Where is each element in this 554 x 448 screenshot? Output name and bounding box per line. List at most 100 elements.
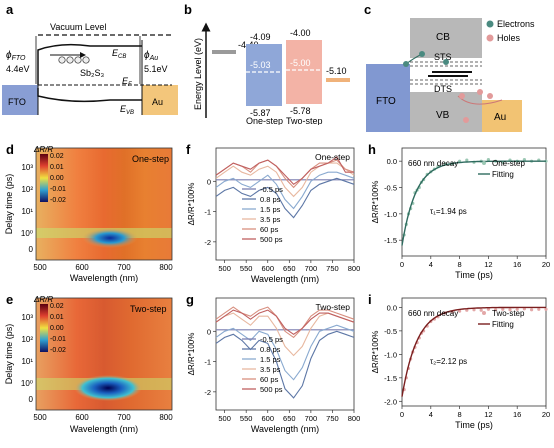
au-electrode	[482, 100, 522, 132]
cb-e-tick: -0.02	[50, 347, 66, 354]
x-tick-label: 0	[400, 260, 404, 269]
y-tick-label: -1.5	[384, 236, 397, 245]
panel-d: d ΔR/R 0.02 0.01 0.00 -0.01 -0.02 One-st…	[0, 140, 180, 285]
x-tick-label: 600	[261, 264, 274, 273]
cb-e-tick: 0.02	[50, 303, 64, 310]
legend-data-marker	[482, 161, 486, 165]
two-step-bot-text: -5.78	[290, 106, 311, 116]
plot-frame	[215, 297, 355, 411]
decay-note: 660 nm decay	[408, 159, 458, 168]
panel-e: e ΔR/R 0.02 0.01 0.00 -0.01 -0.02 Two-st…	[0, 290, 180, 440]
ecb-label: ECB	[112, 48, 126, 60]
electron-dot	[74, 56, 82, 64]
x-tick-label: 20	[542, 260, 550, 269]
au-label: Au	[152, 97, 163, 107]
electron-markers	[403, 51, 449, 67]
electron-dot	[66, 56, 74, 64]
ytick: 10⁰	[21, 229, 33, 238]
heatmap-e-bleach	[74, 375, 142, 401]
panel-i-svg: i 0 4 8 12 16 20 0.0 -0.5 -1.0 -1.5 -2.0 Time (ps) ΔR…	[368, 292, 550, 430]
electron-marker	[419, 51, 425, 57]
legend-label: 3.5 ps	[260, 215, 281, 224]
heatmap-e-ylabel: Delay time (ps)	[4, 324, 14, 385]
au-level-bar	[326, 78, 350, 82]
hole-marker	[487, 93, 493, 99]
y-tick-label: -2	[204, 388, 211, 397]
ef-label: EF	[122, 76, 132, 88]
au-block	[142, 85, 178, 115]
fit-curve	[401, 306, 546, 397]
data-point	[515, 307, 519, 311]
cb-d-tick: -0.01	[50, 186, 66, 193]
panel-f-svg: f 500 550 600 650 700 750 800 0 -1 -2 Wavelength (n…	[186, 142, 361, 284]
xtick: 600	[75, 413, 89, 422]
y-tick-label: 0.0	[387, 303, 397, 312]
colorbar-d-title: ΔR/R	[33, 145, 53, 154]
x-tick-label: 8	[458, 410, 462, 419]
panel-g-svg: g 500 550 600 650 700 750 800 0 -1 -2 Wavelength (n…	[186, 292, 360, 434]
electron-dot	[58, 56, 66, 64]
legend-data-marker	[482, 311, 486, 315]
heatmap-d-xlabel: Wavelength (nm)	[70, 273, 138, 283]
panel-c-letter: c	[364, 2, 371, 17]
panel-d-svg: d ΔR/R 0.02 0.01 0.00 -0.01 -0.02 One-st…	[4, 142, 173, 283]
fto-electrode-label: FTO	[376, 96, 396, 107]
y-tick-label: 0	[207, 177, 211, 186]
one-step-mid-text: -5.03	[250, 60, 271, 70]
colorbar-e-title: ΔR/R	[33, 295, 53, 304]
fto-block	[2, 85, 38, 115]
legend-label: 60 ps	[260, 375, 279, 384]
hole-marker	[463, 117, 469, 123]
y-tick-label: -1.5	[384, 374, 397, 383]
y-axis-label: ΔR/R*100%	[187, 333, 196, 376]
fto-level-bar	[212, 50, 236, 54]
tau-annotation: τ₂=2.12 ps	[430, 357, 467, 366]
ytick: 0	[29, 245, 34, 254]
panel-e-svg: e ΔR/R 0.02 0.01 0.00 -0.01 -0.02 Two-st…	[4, 292, 173, 434]
heatmap-e-xlabel: Wavelength (nm)	[70, 424, 138, 434]
panel-c: c CB VB STS DTS FTO Au Electrons	[362, 0, 554, 135]
series-line	[215, 177, 355, 219]
cb-d-tick: 0.00	[50, 175, 64, 182]
plot-frame	[401, 297, 547, 407]
series-line	[215, 309, 355, 335]
cb-e-tick: -0.01	[50, 336, 66, 343]
heatmap-d-ylabel: Delay time (ps)	[4, 174, 14, 235]
legend-electrons-text: Electrons	[497, 19, 535, 29]
legend-label: 0.8 ps	[260, 195, 281, 204]
y-axis-label: ΔR/R*100%	[371, 331, 380, 374]
xtick: 700	[117, 263, 131, 272]
x-tick-label: 650	[283, 264, 296, 273]
xtick: 500	[33, 413, 47, 422]
series-line	[215, 156, 354, 186]
xtick: 500	[33, 263, 47, 272]
phi-au-symbol: ϕAu	[144, 50, 158, 62]
legend-label: -0.5 ps	[260, 335, 283, 344]
panel-g: g 500 550 600 650 700 750 800 0 -1 -2 Wavelength (n…	[182, 290, 362, 440]
colorbar-e-ticks: 0.02 0.01 0.00 -0.01 -0.02	[50, 303, 66, 354]
material-label: Sb₂S₃	[80, 68, 105, 78]
x-tick-label: 16	[513, 410, 521, 419]
colorbar-d	[40, 154, 48, 202]
legend-label: 1.5 ps	[260, 355, 281, 364]
data-point	[486, 157, 490, 162]
legend-label: 0.8 ps	[260, 345, 281, 354]
x-tick-label: 16	[513, 260, 521, 269]
plot-frame	[401, 147, 547, 257]
fto-electrode	[366, 64, 410, 132]
fit-curve	[401, 160, 546, 246]
series-line	[215, 162, 355, 198]
ytick: 0	[29, 395, 34, 404]
x-tick-label: 12	[484, 410, 492, 419]
panel-letter: g	[186, 292, 194, 307]
legend-data-label: One-step	[492, 159, 525, 168]
x-axis-label: Wavelength (nm)	[251, 424, 319, 434]
xtick: 800	[159, 413, 173, 422]
cb-e-tick: 0.00	[50, 325, 64, 332]
panel-a: a Vacuum Level FTO Au Sb₂S₃ ϕFTO 4.4eV ϕ…	[0, 0, 180, 125]
x-tick-label: 800	[348, 264, 361, 273]
y-axis-label: ΔR/R*100%	[187, 183, 196, 226]
heatmap-d-frame	[35, 147, 173, 261]
cb-d-tick: 0.02	[50, 153, 64, 160]
ytick: 10⁰	[21, 379, 33, 388]
